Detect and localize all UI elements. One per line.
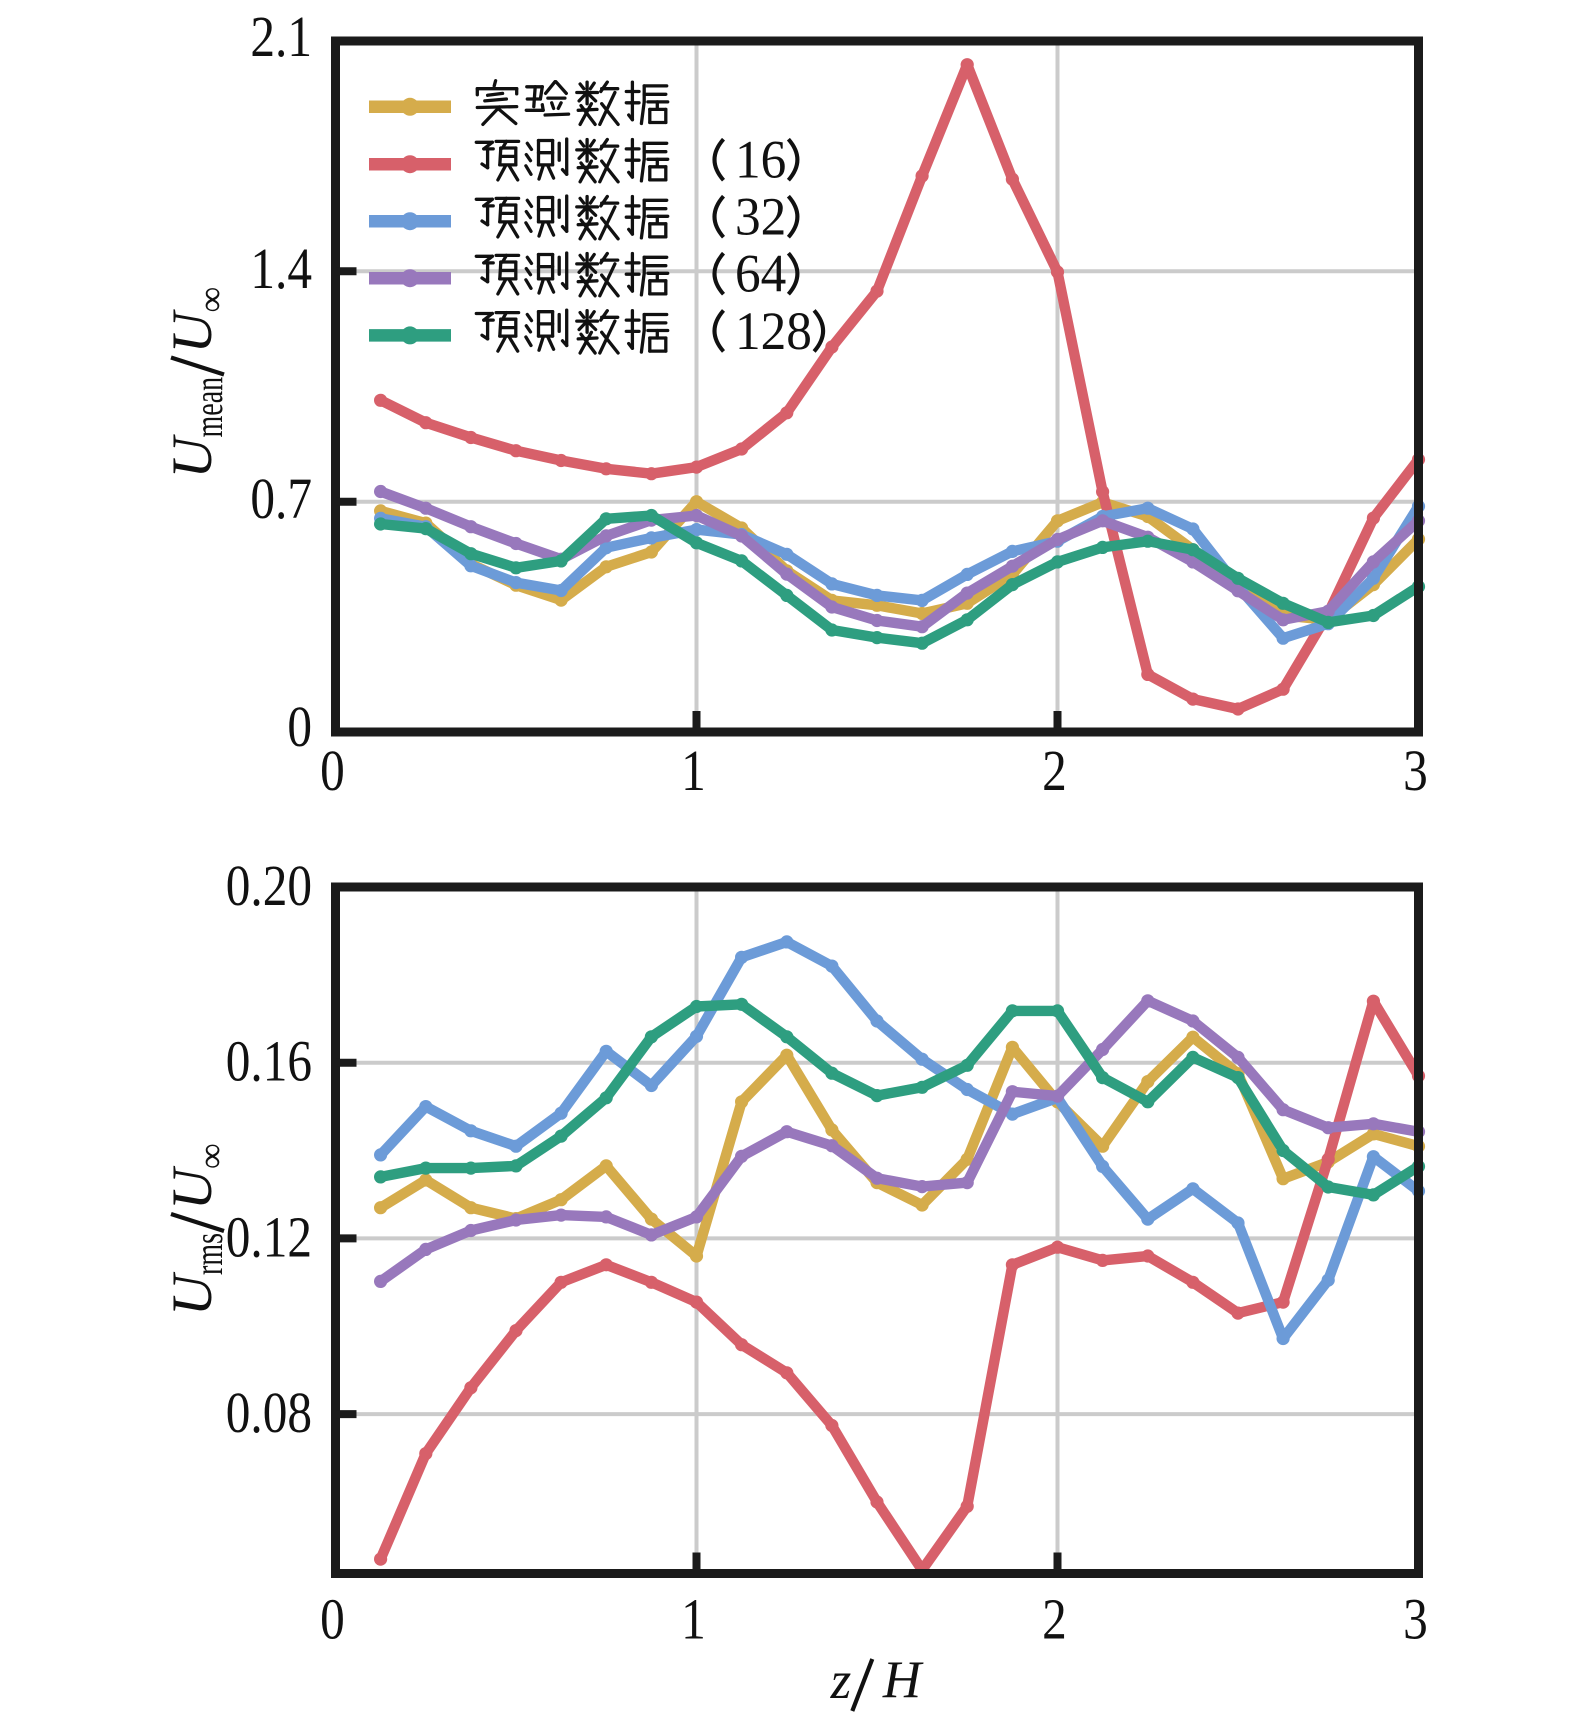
svg-text:0.08: 0.08 (226, 1380, 312, 1445)
svg-text:z: z (830, 1652, 852, 1710)
svg-text:32: 32 (735, 188, 786, 247)
svg-text:0: 0 (287, 694, 312, 759)
svg-text:H: H (882, 1651, 924, 1709)
svg-text:∞: ∞ (191, 287, 231, 313)
svg-text:0.12: 0.12 (226, 1205, 312, 1270)
svg-text:3: 3 (1403, 1587, 1428, 1652)
svg-text:3: 3 (1403, 738, 1428, 803)
svg-text:U: U (161, 309, 224, 354)
svg-text:0.7: 0.7 (250, 466, 312, 531)
svg-text:U: U (161, 1165, 224, 1210)
svg-text:64: 64 (735, 245, 786, 304)
svg-text:2: 2 (1042, 1587, 1067, 1652)
svg-text:0: 0 (320, 1587, 345, 1652)
svg-text:1: 1 (681, 738, 706, 803)
svg-text:U: U (161, 434, 224, 479)
svg-text:1.4: 1.4 (250, 236, 312, 301)
svg-text:rms: rms (187, 1233, 231, 1275)
svg-text:U: U (161, 1271, 224, 1316)
svg-text:mean: mean (187, 377, 231, 438)
svg-text:2: 2 (1042, 738, 1067, 803)
svg-text:2.1: 2.1 (250, 4, 312, 69)
svg-text:0.20: 0.20 (226, 853, 312, 918)
svg-text:∞: ∞ (191, 1143, 231, 1169)
svg-text:0.16: 0.16 (226, 1029, 312, 1094)
svg-text:0: 0 (320, 738, 345, 803)
svg-text:1: 1 (681, 1587, 706, 1652)
svg-text:16: 16 (735, 131, 786, 190)
svg-text:128: 128 (735, 302, 812, 361)
